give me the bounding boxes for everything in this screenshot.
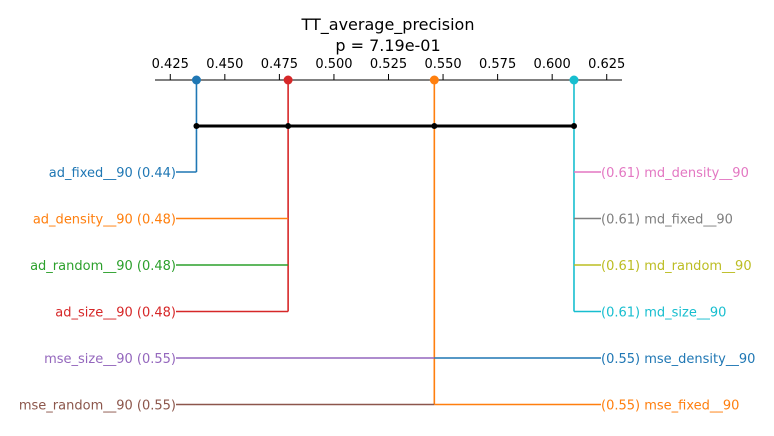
clique-point <box>193 123 200 129</box>
left-labels: ad_fixed__90 (0.44) ad_density__90 (0.48)… <box>19 166 435 414</box>
tick-label: 0.475 <box>261 57 298 72</box>
right-label: (0.61) md_fixed__90 <box>601 213 733 228</box>
group-marker <box>283 75 293 85</box>
right-labels: (0.61) md_density__90 (0.61) md_fixed__90… <box>434 166 755 414</box>
right-label: (0.55) mse_fixed__90 <box>601 399 739 414</box>
left-label: ad_size__90 (0.48) <box>55 306 176 321</box>
group-stems <box>191 75 579 405</box>
tick-label: 0.525 <box>370 57 407 72</box>
clique-point <box>431 123 438 129</box>
tick-label: 0.600 <box>534 57 571 72</box>
group-marker <box>429 75 439 85</box>
tick-label: 0.575 <box>479 57 516 72</box>
group-marker <box>191 75 201 85</box>
right-label: (0.61) md_density__90 <box>601 166 749 181</box>
tick-label: 0.450 <box>206 57 243 72</box>
clique-point <box>570 123 577 129</box>
tick-label: 0.425 <box>152 57 189 72</box>
clique-bar <box>193 123 577 129</box>
tick-label: 0.625 <box>588 57 625 72</box>
chart-subtitle: p = 7.19e-01 <box>335 36 440 55</box>
right-label: (0.55) mse_density__90 <box>601 352 755 367</box>
left-label: ad_density__90 (0.48) <box>33 213 176 228</box>
left-label: mse_random__90 (0.55) <box>19 399 176 414</box>
axis-ticks: 0.425 0.450 0.475 0.500 0.525 0.550 0.575 0.600… <box>152 57 625 80</box>
left-label: ad_fixed__90 (0.44) <box>49 166 176 181</box>
chart-title: TT_average_precision <box>301 15 475 35</box>
tick-label: 0.550 <box>424 57 461 72</box>
group-marker <box>569 75 579 85</box>
right-label: (0.61) md_random__90 <box>601 259 752 274</box>
tick-label: 0.500 <box>315 57 352 72</box>
right-label: (0.61) md_size__90 <box>601 306 726 321</box>
clique-point <box>285 123 292 129</box>
left-label: ad_random__90 (0.48) <box>30 259 176 274</box>
left-label: mse_size__90 (0.55) <box>44 352 176 367</box>
